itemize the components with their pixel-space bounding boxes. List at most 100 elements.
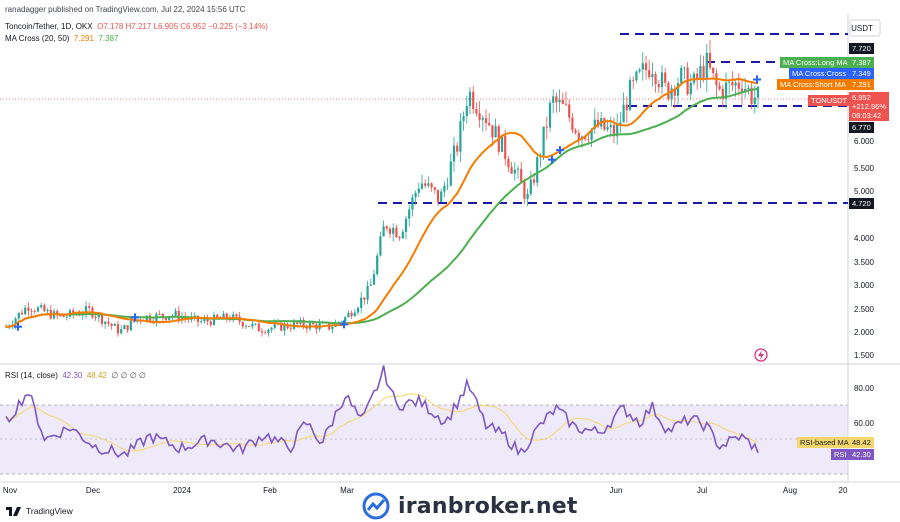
candle-body bbox=[257, 323, 260, 332]
candle-body bbox=[65, 316, 68, 318]
candle-body bbox=[366, 285, 369, 300]
candle-body bbox=[481, 118, 484, 120]
candle-body bbox=[446, 185, 449, 187]
candle-body bbox=[548, 102, 552, 128]
candle-body bbox=[660, 72, 664, 88]
candle-body bbox=[84, 306, 88, 315]
tag-cross-value: 7.349 bbox=[849, 68, 874, 79]
candle-body bbox=[564, 103, 568, 105]
tag-long-ma-label: MA Cross:Long MA bbox=[780, 57, 851, 68]
candle-body bbox=[123, 325, 126, 330]
currency-box[interactable] bbox=[849, 19, 881, 37]
candle-body bbox=[235, 314, 238, 317]
candle-body bbox=[507, 158, 510, 168]
candle-body bbox=[593, 119, 596, 129]
rsi-band bbox=[0, 405, 848, 474]
candle-body bbox=[737, 82, 740, 89]
candle-body bbox=[625, 104, 628, 111]
candle-body bbox=[734, 82, 737, 86]
candle-body bbox=[500, 135, 504, 152]
candle-body bbox=[260, 331, 264, 333]
currency-label: USDT bbox=[851, 24, 873, 33]
candle-body bbox=[587, 139, 590, 141]
candle-body bbox=[721, 88, 724, 99]
candle-body bbox=[264, 332, 267, 334]
x-label: Jun bbox=[610, 486, 623, 495]
candle-body bbox=[516, 168, 520, 170]
candle-body bbox=[718, 85, 721, 89]
candles-layer bbox=[4, 40, 760, 337]
candle-body bbox=[638, 69, 641, 72]
tag-rsi-ma-value: 48.42 bbox=[849, 437, 874, 448]
tag-short-ma-value: 7.291 bbox=[849, 79, 874, 90]
candle-body bbox=[251, 323, 254, 327]
candle-body bbox=[427, 183, 430, 186]
candle-body bbox=[670, 88, 673, 99]
candle-body bbox=[408, 209, 411, 219]
candle-body bbox=[353, 312, 356, 317]
rsi-tick: 80.00 bbox=[854, 384, 875, 393]
x-label: Mar bbox=[340, 486, 354, 495]
candle-body bbox=[606, 127, 609, 130]
price-tick: 2.000 bbox=[854, 328, 875, 337]
lightning-icon[interactable] bbox=[754, 348, 768, 362]
candle-body bbox=[449, 161, 452, 186]
candle-body bbox=[331, 326, 334, 330]
candle-body bbox=[472, 91, 475, 110]
price-tick: 3.000 bbox=[854, 281, 875, 290]
tag-symbol-countdown: 08:03:42 bbox=[852, 111, 882, 120]
candle-body bbox=[356, 307, 360, 313]
candle-body bbox=[116, 323, 120, 334]
candle-body bbox=[523, 181, 526, 199]
candle-body bbox=[468, 91, 472, 107]
candle-body bbox=[430, 183, 433, 188]
candle-body bbox=[491, 125, 494, 138]
ma-cross-marker bbox=[131, 313, 139, 322]
candle-body bbox=[478, 113, 481, 120]
candle-body bbox=[120, 329, 123, 334]
candle-body bbox=[433, 187, 436, 190]
candle-body bbox=[152, 320, 155, 322]
candle-body bbox=[708, 52, 712, 68]
candle-body bbox=[88, 306, 91, 308]
candle-body bbox=[107, 321, 110, 324]
candle-body bbox=[657, 84, 660, 88]
candle-body bbox=[216, 314, 219, 318]
rsi-header-extra: ∅ ∅ ∅ ∅ bbox=[111, 371, 146, 380]
price-tick: 5.500 bbox=[854, 164, 875, 173]
candle-body bbox=[177, 310, 180, 321]
ma-cross-label: MA Cross (20, 50) bbox=[5, 34, 70, 43]
tag-symbol-box: 6.952 +212.96% 08:03:42 bbox=[849, 92, 889, 121]
candle-body bbox=[436, 189, 440, 202]
candle-body bbox=[459, 121, 462, 152]
tag-6770: 6.770 bbox=[849, 122, 874, 133]
candle-body bbox=[702, 65, 705, 79]
candle-body bbox=[14, 318, 17, 325]
candle-body bbox=[241, 321, 244, 327]
candle-body bbox=[440, 191, 443, 202]
candle-body bbox=[699, 65, 702, 79]
candle-body bbox=[676, 83, 680, 96]
x-label: 20 bbox=[839, 486, 848, 495]
x-label: 2024 bbox=[173, 486, 191, 495]
candle-body bbox=[168, 317, 171, 321]
candle-body bbox=[97, 314, 100, 318]
candle-body bbox=[664, 72, 667, 83]
price-tick: 5.000 bbox=[854, 187, 875, 196]
rsi-label: RSI (14, close) bbox=[5, 371, 58, 380]
tradingview-logo[interactable]: TradingView bbox=[6, 506, 73, 516]
candle-body bbox=[379, 236, 382, 256]
candle-body bbox=[414, 192, 417, 198]
candle-body bbox=[644, 63, 648, 71]
candle-body bbox=[270, 327, 273, 330]
candle-body bbox=[612, 124, 616, 137]
candle-body bbox=[372, 274, 376, 285]
candle-body bbox=[456, 145, 459, 152]
tag-rsi-value: 42.30 bbox=[849, 449, 874, 460]
tradingview-brand: TradingView bbox=[26, 506, 73, 516]
candle-body bbox=[731, 81, 734, 86]
candle-body bbox=[520, 168, 523, 182]
x-label: Jul bbox=[697, 486, 707, 495]
candle-body bbox=[740, 88, 744, 93]
